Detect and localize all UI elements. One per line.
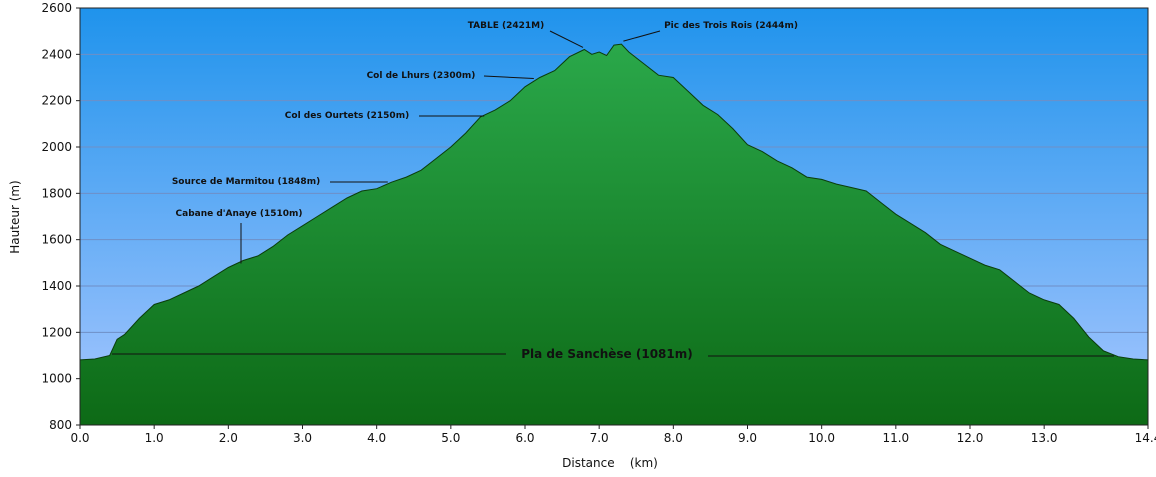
x-tick-label: 6.0: [515, 431, 534, 445]
x-tick-label: 0.0: [70, 431, 89, 445]
y-tick-label: 2400: [41, 47, 72, 61]
x-tick-label: 12.0: [957, 431, 984, 445]
y-tick-label: 1800: [41, 186, 72, 200]
annotation-label: Pic des Trois Rois (2444m): [664, 21, 798, 31]
x-axis-title: Distance (km): [562, 456, 658, 470]
x-tick-label: 13.0: [1031, 431, 1058, 445]
x-tick-label: 4.0: [367, 431, 386, 445]
annotation-label: Cabane d'Anaye (1510m): [176, 209, 303, 219]
y-tick-label: 2200: [41, 94, 72, 108]
annotation-label: Source de Marmitou (1848m): [172, 177, 320, 187]
x-tick-label: 8.0: [664, 431, 683, 445]
annotation-leader: [549, 30, 584, 48]
y-axis-title: Hauteur (m): [8, 180, 22, 253]
x-tick-label: 3.0: [293, 431, 312, 445]
annotations: TABLE (2421M) Pic des Trois Rois (2444m) C…: [112, 21, 1114, 361]
annotation-label: Pla de Sanchèse (1081m): [521, 347, 693, 361]
annotation-label: Col de Lhurs (2300m): [367, 71, 476, 81]
x-tick-label: 2.0: [219, 431, 238, 445]
annotation-leader: [483, 75, 534, 79]
annotation-label: Col des Ourtets (2150m): [285, 111, 409, 121]
annotation-label: TABLE (2421M): [468, 21, 545, 31]
x-tick-label: 11.0: [882, 431, 909, 445]
y-tick-label: 1600: [41, 233, 72, 247]
annotation-leader: [623, 30, 661, 42]
y-tick-label: 1200: [41, 325, 72, 339]
elevation-line: [79, 43, 1149, 361]
x-tick-label: 5.0: [441, 431, 460, 445]
x-tick-label: 14.4: [1135, 431, 1156, 445]
x-axis: 0.0 1.0 2.0 3.0 4.0 5.0 6.0 7.0 8.0 9.0 10.0 11.0 12…: [70, 425, 1156, 445]
y-tick-label: 800: [49, 418, 72, 432]
y-tick-label: 1400: [41, 279, 72, 293]
plot-frame: [79, 7, 1149, 426]
x-tick-label: 1.0: [145, 431, 164, 445]
elevation-area: [80, 44, 1148, 425]
y-axis: 800 1000 1200 1400 1600 1800 2000 2200 2400 2600: [41, 1, 80, 432]
x-tick-label: 10.0: [808, 431, 835, 445]
y-tick-label: 2000: [41, 140, 72, 154]
y-tick-label: 1000: [41, 372, 72, 386]
y-tick-label: 2600: [41, 1, 72, 15]
x-tick-label: 9.0: [738, 431, 757, 445]
x-tick-label: 7.0: [590, 431, 609, 445]
